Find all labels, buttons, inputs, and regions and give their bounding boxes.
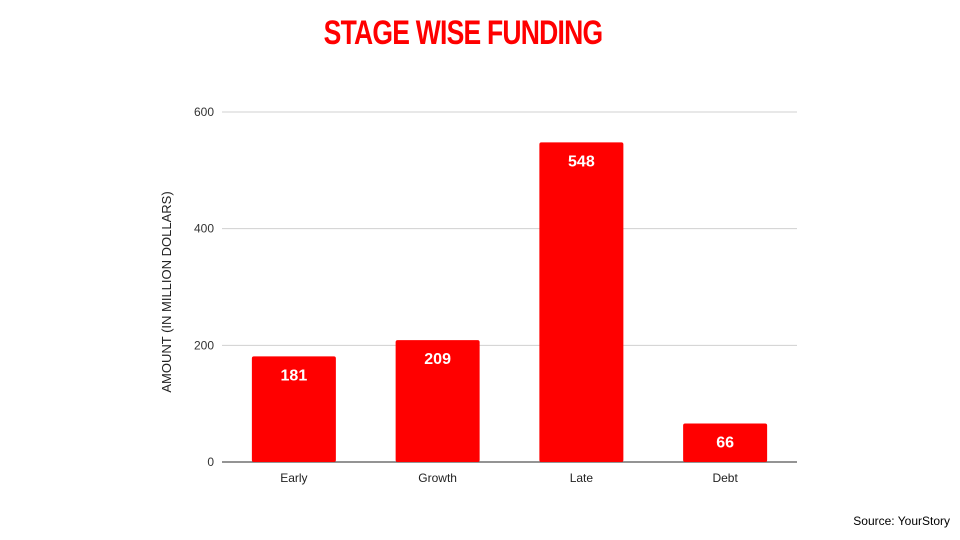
y-tick-label: 0 (207, 455, 214, 469)
source-note: Source: YourStory (853, 514, 950, 528)
bar-debt (683, 423, 768, 462)
bar-late (539, 142, 624, 463)
data-label: 66 (716, 435, 734, 452)
y-tick-label: 600 (194, 105, 214, 119)
x-tick-label: Early (280, 471, 307, 485)
y-tick-label: 200 (194, 338, 214, 352)
y-axis-title: AMOUNT (IN MILLION DOLLARS) (159, 191, 174, 392)
bars (251, 142, 768, 463)
data-label: 548 (568, 153, 595, 170)
labels: 0 200 400 600 181 Early 209 Growth 548 Late 66 Debt (194, 105, 738, 485)
bar-growth (395, 340, 480, 462)
bar-early (251, 356, 336, 462)
x-tick-label: Debt (712, 471, 738, 485)
y-tick-label: 400 (194, 222, 214, 236)
x-tick-label: Growth (418, 471, 457, 485)
chart-title: STAGE WISE FUNDING (323, 14, 603, 52)
data-label: 181 (281, 367, 308, 384)
data-label: 209 (424, 351, 451, 368)
x-tick-label: Late (570, 471, 594, 485)
